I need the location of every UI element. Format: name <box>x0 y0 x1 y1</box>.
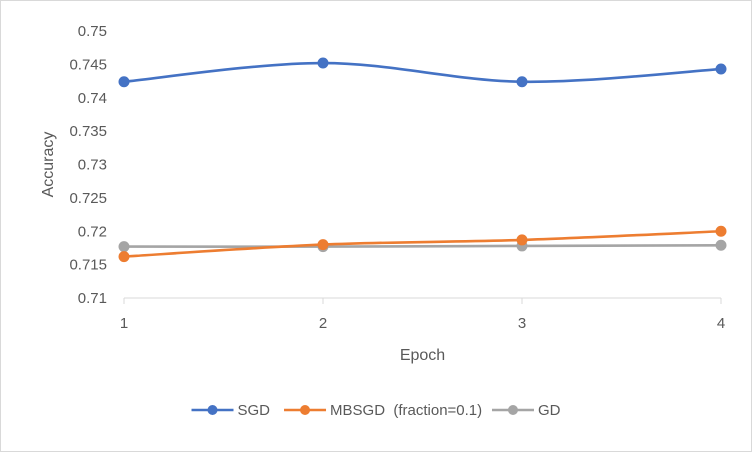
data-point <box>118 251 130 263</box>
series-mbsgd <box>118 225 727 263</box>
y-tick-label: 0.75 <box>78 23 107 40</box>
x-tick-label: 4 <box>717 315 725 332</box>
y-axis-title: Accuracy <box>40 132 57 198</box>
series-layer <box>118 57 727 263</box>
y-tick-label: 0.71 <box>78 290 107 307</box>
legend-item: GD <box>491 402 561 419</box>
legend-label: GD <box>538 402 561 419</box>
series-line <box>123 229 722 258</box>
legend-label: SGD <box>238 402 271 419</box>
y-tick-label: 0.725 <box>69 190 107 207</box>
data-point <box>516 76 528 88</box>
y-tick-label: 0.73 <box>78 157 107 174</box>
y-tick-label: 0.74 <box>78 90 107 107</box>
y-axis-ticks: 0.71 0.715 0.72 0.725 0.73 0.735 0.74 0.745 0.75 <box>69 23 107 307</box>
y-tick-label: 0.72 <box>78 223 107 240</box>
y-tick-label: 0.735 <box>69 123 107 140</box>
legend-item: SGD <box>191 402 271 419</box>
data-point <box>118 76 130 88</box>
legend-label: MBSGD (fraction=0.1) <box>330 402 482 419</box>
series-line <box>123 61 722 84</box>
data-point <box>715 225 727 237</box>
series-line <box>123 243 722 248</box>
y-tick-label: 0.715 <box>69 257 107 274</box>
legend-marker <box>507 405 518 415</box>
data-point <box>715 63 727 75</box>
data-point <box>516 234 528 246</box>
legend: SGD MBSGD (fraction=0.1) GD <box>191 402 561 419</box>
x-tick-label: 2 <box>319 315 327 332</box>
x-tick-label: 1 <box>120 315 128 332</box>
legend-marker <box>300 405 311 415</box>
series-sgd <box>118 57 727 88</box>
data-point <box>715 239 727 251</box>
x-tick-label: 3 <box>518 315 526 332</box>
data-point <box>118 241 130 253</box>
data-point <box>317 239 329 251</box>
x-axis-title: Epoch <box>400 347 445 364</box>
legend-marker <box>207 405 218 415</box>
data-point <box>317 57 329 69</box>
y-tick-label: 0.745 <box>69 56 107 73</box>
x-axis-ticks: 1 2 3 4 <box>120 298 725 332</box>
legend-item: MBSGD (fraction=0.1) <box>284 402 482 419</box>
